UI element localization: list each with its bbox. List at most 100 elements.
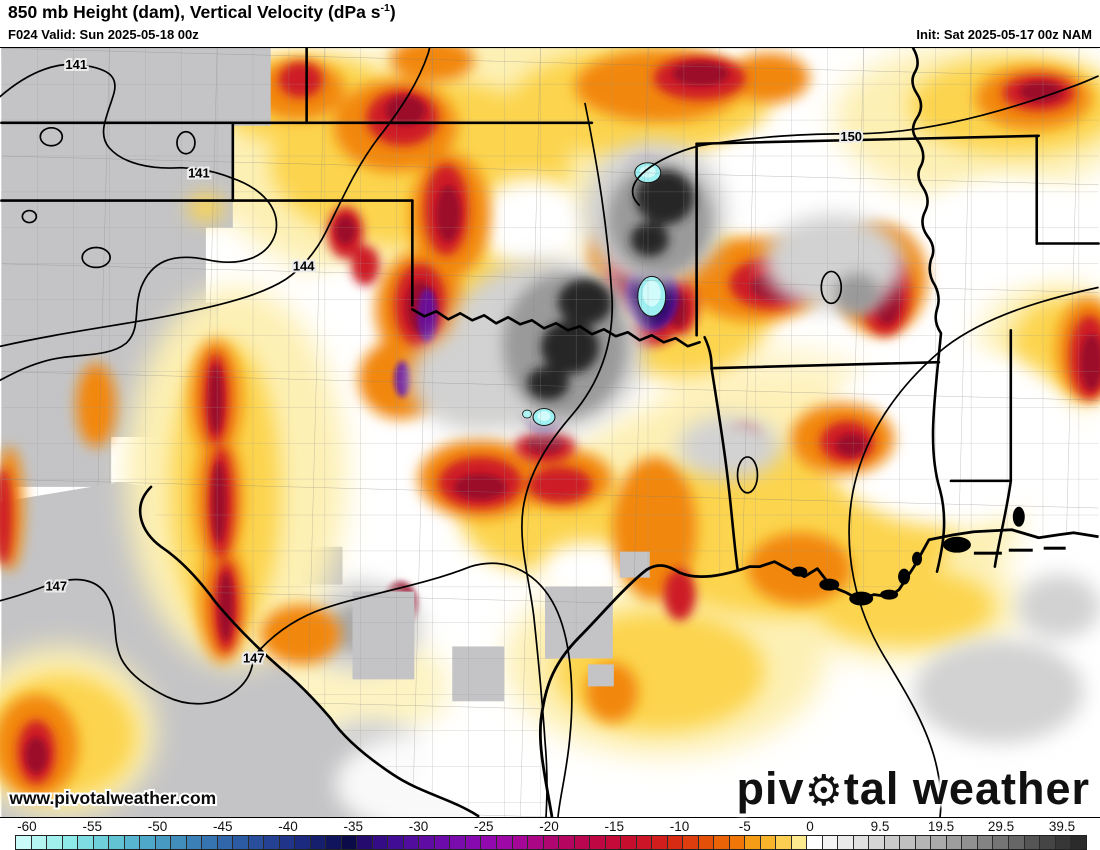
colorbar-cell [93,836,110,849]
colorbar-cell [931,836,947,849]
colorbar-tick-label: 19.5 [927,819,955,834]
colorbar-cell [62,836,79,849]
header: 850 mb Height (dam), Vertical Velocity (… [0,0,1100,47]
watermark: www.pivotalweather.com [8,788,216,808]
colorbar-cell [248,836,265,849]
contour-150-gulf [848,286,1099,817]
contour-label: 144 [293,258,315,273]
map-container: 141 141 144 147 147 150 www.pivotalweather.co… [0,47,1100,818]
height-contours [0,48,1099,817]
colorbar-cell [295,836,311,849]
colorbar-cell [822,836,839,849]
page-title: 850 mb Height (dam), Vertical Velocity (… [8,2,396,22]
colorbar-cell [946,836,963,849]
colorbar-cell [1040,836,1056,849]
colorbar-cell [559,836,575,849]
colorbar-tick-label: 29.5 [987,819,1015,834]
colorbar-cell [357,836,373,849]
colorbar-cell [590,836,606,849]
colorbar-tick-label: -55 [82,819,103,834]
colorbar-cell [403,836,420,849]
colorbar-cell [807,836,823,849]
colorbar-cell [543,836,560,849]
model-init-label: Init: Sat 2025-05-17 00z NAM [916,27,1092,42]
state-borders [0,48,1100,817]
colorbar: -60 -55 -50 -45 -40 -35 -30 -25 -20 -15 -10 -5 0 9.5 1… [0,818,1100,850]
gear-icon: ⚙ [804,767,844,815]
colorbar-cell [636,836,653,849]
weather-map: 141 141 144 147 147 150 www.pivotalweather.co… [0,48,1100,817]
contour-147 [0,562,573,817]
colorbar-cell [667,836,684,849]
colorbar-cell [884,836,901,849]
colorbar-cell [698,836,715,849]
colorbar-tick-label: -50 [147,819,168,834]
colorbar-tick-label: -60 [17,819,37,834]
colorbar-cell [109,836,125,849]
colorbar-cell [481,836,497,849]
colorbar-cell [31,836,48,849]
colorbar-cell [838,836,854,849]
contour-144 [0,48,431,348]
colorbar-tick-label: -30 [408,819,429,834]
colorbar-cell [1071,836,1086,849]
colorbar-cell [1009,836,1025,849]
sabine-river-border [710,366,739,570]
colorbar-cell [962,836,978,849]
colorbar-cell [977,836,994,849]
colorbar-cell [186,836,203,849]
colorbar-cell [652,836,668,849]
colorbar-tick-label: -40 [278,819,298,834]
colorbar-tick-label: -5 [738,819,751,834]
colorbar-tick-label: 0 [806,819,814,834]
colorbar-cell [683,836,699,849]
colorbar-cell [233,836,249,849]
colorbar-cell [124,836,141,849]
colorbar-cell [202,836,218,849]
colorbar-cell [900,836,916,849]
rio-grande-border [139,485,480,817]
colorbar-tick-label: -25 [474,819,494,834]
colorbar-cell [140,836,156,849]
colorbar-cell [78,836,94,849]
colorbar-cell [496,836,513,849]
colorbar-cell [605,836,622,849]
colorbar-tick-label: -35 [343,819,363,834]
pivotal-weather-logo: piv⚙tal weather [736,763,1090,815]
colorbar-cell [171,836,187,849]
colorbar-cells [15,835,1087,850]
colorbar-cell [310,836,327,849]
colorbar-cell [869,836,885,849]
red-river-border [411,308,701,348]
colorbar-cell [621,836,637,849]
colorbar-cell [512,836,529,849]
colorbar-cell [217,836,234,849]
colorbar-cell [776,836,792,849]
contour-147-east [521,102,614,817]
colorbar-cell [419,836,435,849]
colorbar-tick-label: -45 [212,819,233,834]
colorbar-cell [729,836,746,849]
forecast-valid-label: F024 Valid: Sun 2025-05-18 00z [8,27,199,42]
colorbar-cell [326,836,342,849]
colorbar-cell [372,836,389,849]
colorbar-cell [279,836,296,849]
colorbar-cell [388,836,404,849]
contour-labels: 141 141 144 147 147 150 [43,55,864,667]
colorbar-tick-label: -10 [669,819,690,834]
colorbar-cell [745,836,761,849]
colorbar-cell [264,836,280,849]
coastal-marsh [791,506,1066,606]
colorbar-cell [341,836,358,849]
contour-label: 147 [243,650,265,665]
contour-label: 141 [65,57,87,72]
colorbar-cell [915,836,932,849]
colorbar-cell [714,836,730,849]
colorbar-cell [1024,836,1041,849]
colorbar-ticks: -60 -55 -50 -45 -40 -35 -30 -25 -20 -15 -10 -5 0 9.5 1… [0,819,1100,834]
contour-150 [631,75,1099,207]
colorbar-cell [1055,836,1072,849]
colorbar-cell [853,836,870,849]
colorbar-cell [47,836,63,849]
